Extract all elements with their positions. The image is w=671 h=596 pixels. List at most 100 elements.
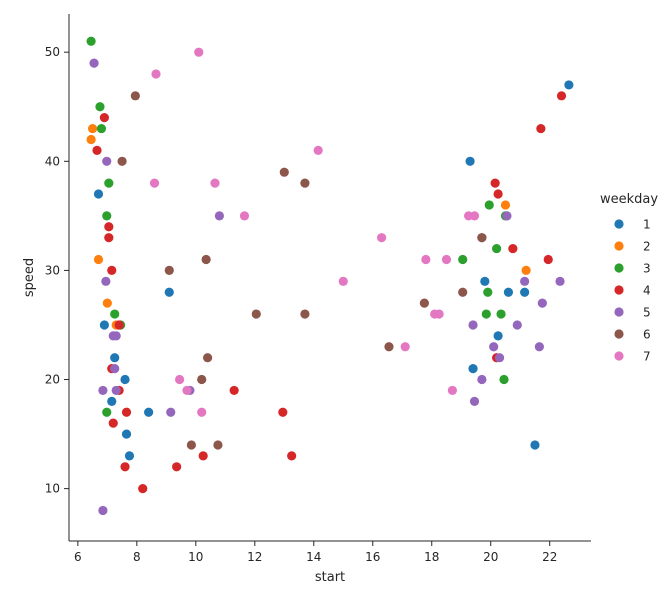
legend-label: 2 bbox=[643, 240, 651, 254]
data-point bbox=[287, 451, 297, 461]
data-point bbox=[458, 254, 468, 265]
y-tick-label: 50 bbox=[45, 45, 60, 59]
legend-marker bbox=[614, 307, 624, 317]
data-point bbox=[421, 254, 431, 265]
data-point bbox=[300, 178, 310, 188]
x-tick-label: 14 bbox=[306, 550, 321, 564]
data-point bbox=[107, 396, 117, 406]
data-point bbox=[111, 385, 121, 396]
data-point bbox=[229, 385, 239, 396]
legend-label: 3 bbox=[643, 262, 651, 276]
data-point bbox=[543, 254, 553, 265]
data-point bbox=[144, 407, 154, 417]
data-point bbox=[201, 254, 211, 265]
data-point bbox=[110, 353, 120, 363]
data-point bbox=[186, 440, 196, 450]
data-point bbox=[480, 276, 490, 286]
data-point bbox=[419, 298, 429, 308]
data-point bbox=[104, 178, 114, 188]
data-point bbox=[489, 342, 499, 352]
data-point bbox=[107, 265, 117, 276]
data-point bbox=[499, 374, 509, 385]
data-point bbox=[120, 462, 130, 472]
x-tick-label: 12 bbox=[247, 550, 262, 564]
data-point bbox=[441, 254, 452, 265]
data-point bbox=[469, 396, 480, 406]
data-point bbox=[210, 178, 220, 188]
data-point bbox=[313, 145, 323, 155]
data-point bbox=[564, 80, 574, 90]
data-point bbox=[469, 211, 480, 221]
data-point bbox=[556, 91, 567, 101]
x-tick-label: 6 bbox=[74, 550, 82, 564]
data-point bbox=[520, 276, 530, 286]
legend-label: 1 bbox=[643, 218, 651, 232]
data-point bbox=[279, 167, 289, 177]
data-point bbox=[520, 287, 530, 297]
data-point bbox=[508, 243, 518, 254]
data-point bbox=[213, 440, 223, 450]
data-point bbox=[490, 178, 500, 188]
data-point bbox=[104, 222, 114, 232]
data-point bbox=[121, 429, 132, 439]
legend-label: 5 bbox=[643, 306, 651, 320]
x-tick-label: 16 bbox=[365, 550, 380, 564]
data-point bbox=[194, 47, 204, 57]
data-point bbox=[130, 91, 140, 101]
legend-marker bbox=[614, 219, 624, 229]
data-point bbox=[198, 451, 208, 461]
data-point bbox=[484, 200, 494, 210]
data-point bbox=[117, 156, 127, 166]
data-point bbox=[99, 320, 109, 330]
data-point bbox=[95, 102, 105, 112]
data-point bbox=[172, 462, 182, 472]
data-point bbox=[239, 211, 250, 221]
data-point bbox=[251, 309, 261, 319]
data-point bbox=[108, 418, 118, 428]
y-tick-label: 10 bbox=[45, 482, 60, 496]
data-point bbox=[99, 113, 109, 123]
y-tick-label: 20 bbox=[45, 373, 60, 387]
data-point bbox=[166, 407, 176, 417]
y-tick-label: 40 bbox=[45, 154, 60, 168]
data-point bbox=[93, 189, 104, 199]
data-point bbox=[468, 364, 478, 374]
data-point bbox=[138, 484, 148, 494]
data-point bbox=[164, 265, 174, 276]
legend-marker bbox=[614, 263, 624, 273]
data-point bbox=[102, 211, 112, 221]
data-point bbox=[536, 123, 546, 134]
data-point bbox=[102, 298, 112, 308]
data-point bbox=[214, 211, 225, 221]
data-point bbox=[102, 407, 112, 417]
y-axis-label: speed bbox=[22, 258, 37, 297]
data-point bbox=[124, 451, 135, 461]
x-ticks: 6 8 10 12 14 16 18 20 22 bbox=[74, 541, 557, 564]
data-point bbox=[468, 320, 478, 330]
data-point bbox=[530, 440, 540, 450]
data-point bbox=[503, 287, 514, 297]
legend: weekday 1 2 3 4 5 6 7 bbox=[600, 192, 658, 364]
legend-marker bbox=[614, 285, 624, 295]
legend-title: weekday bbox=[600, 192, 658, 207]
data-point bbox=[400, 342, 410, 352]
data-point bbox=[104, 233, 114, 243]
data-point bbox=[458, 287, 468, 297]
x-tick-label: 20 bbox=[483, 550, 498, 564]
data-point bbox=[164, 287, 174, 297]
data-point bbox=[114, 320, 124, 330]
data-point bbox=[174, 374, 185, 385]
data-point bbox=[92, 145, 102, 155]
data-point bbox=[465, 156, 475, 166]
legend-label: 4 bbox=[643, 284, 651, 298]
data-point bbox=[338, 276, 348, 286]
data-point bbox=[102, 156, 112, 166]
data-point bbox=[86, 36, 96, 46]
data-point bbox=[537, 298, 547, 308]
x-tick-label: 18 bbox=[424, 550, 439, 564]
data-point bbox=[203, 353, 213, 363]
data-point bbox=[377, 233, 387, 243]
data-point bbox=[492, 243, 502, 254]
data-point bbox=[483, 287, 493, 297]
